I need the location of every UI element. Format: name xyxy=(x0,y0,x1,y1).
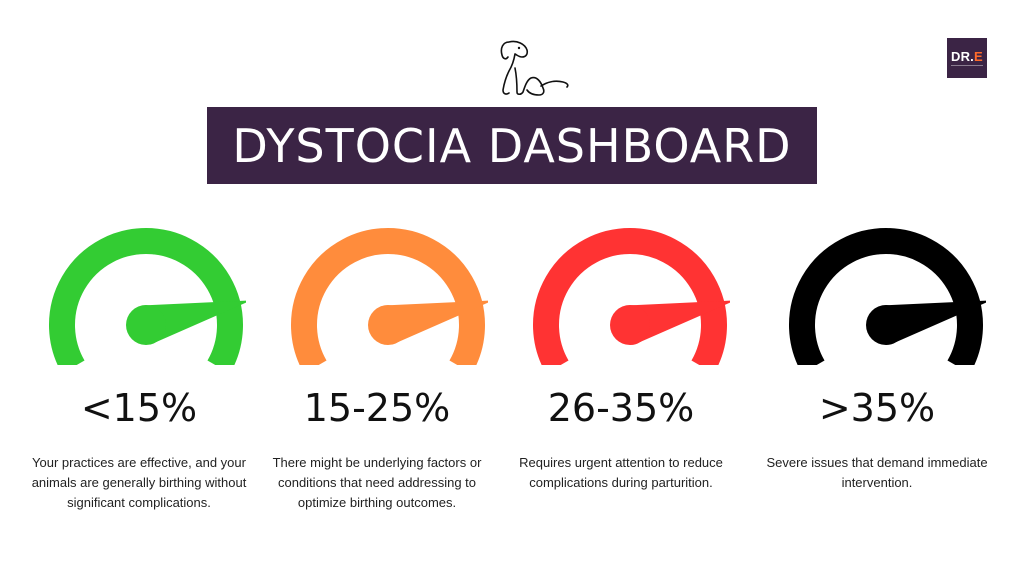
title-banner: DYSTOCIA DASHBOARD xyxy=(207,107,817,184)
gauge-hub xyxy=(866,305,906,345)
gauge-arc xyxy=(291,228,485,365)
gauge-value-label: 26-35% xyxy=(547,386,695,430)
gauge-black xyxy=(789,228,986,365)
gauge-needle xyxy=(383,300,488,345)
gauge-needle xyxy=(141,300,246,345)
gauge-orange xyxy=(291,228,488,365)
gauge-needle xyxy=(625,300,730,345)
gauge-arc xyxy=(533,228,727,365)
brand-logo: DR.E xyxy=(947,38,987,78)
gauge-value-label: >35% xyxy=(818,386,936,430)
logo-tagline-line xyxy=(951,65,983,66)
gauge-value-label: 15-25% xyxy=(303,386,451,430)
gauge-needle xyxy=(881,300,986,345)
gauge-description: Requires urgent attention to reduce comp… xyxy=(519,455,723,490)
gauge-value-label: <15% xyxy=(80,386,198,430)
dog-icon xyxy=(500,40,569,96)
gauge-green xyxy=(49,228,246,365)
gauge-red xyxy=(533,228,730,365)
gauge-arc xyxy=(49,228,243,365)
gauge-arc xyxy=(789,228,983,365)
gauge-description: Your practices are effective, and your a… xyxy=(31,455,247,510)
gauge-description: Severe issues that demand immediate inte… xyxy=(766,455,988,490)
logo-text: DR.E xyxy=(951,49,983,64)
gauge-hub xyxy=(368,305,408,345)
gauge-description: There might be underlying factors or con… xyxy=(272,455,482,510)
gauge-hub xyxy=(126,305,166,345)
page-title: DYSTOCIA DASHBOARD xyxy=(232,118,792,173)
gauge-hub xyxy=(610,305,650,345)
